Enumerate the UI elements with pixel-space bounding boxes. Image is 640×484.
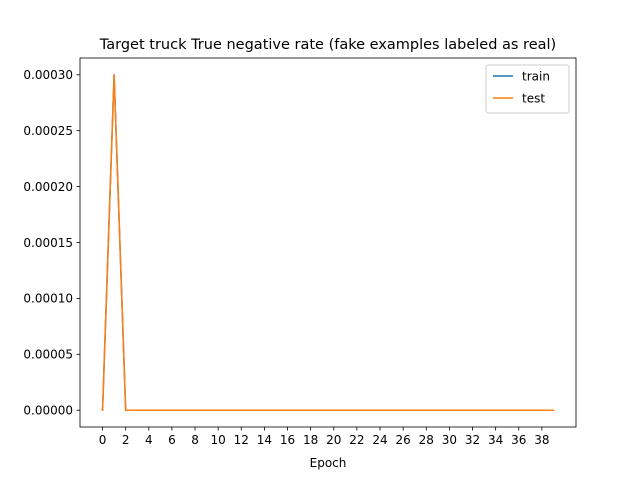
chart-title: Target truck True negative rate (fake ex… xyxy=(99,37,556,53)
y-tick-label: 0.00015 xyxy=(23,236,73,250)
y-tick-label: 0.00025 xyxy=(23,124,73,138)
y-tick-label: 0.00000 xyxy=(23,404,73,418)
legend: train test xyxy=(485,64,570,114)
y-tick-label: 0.00020 xyxy=(23,180,73,194)
x-tick-label: 14 xyxy=(257,433,272,447)
x-tick-label: 28 xyxy=(419,433,434,447)
x-tick-label: 8 xyxy=(191,433,199,447)
x-tick-label: 10 xyxy=(211,433,226,447)
legend-box xyxy=(485,64,570,114)
x-tick-label: 4 xyxy=(145,433,153,447)
y-tick-label: 0.00005 xyxy=(23,348,73,362)
x-tick-label: 38 xyxy=(534,433,549,447)
series-line-train xyxy=(101,74,555,412)
x-tick-label: 32 xyxy=(465,433,480,447)
x-tick-label: 22 xyxy=(349,433,364,447)
x-axis-label: Epoch xyxy=(310,456,347,470)
x-tick-label: 16 xyxy=(280,433,295,447)
plot-layer: 0 2 4 6 8 10 12 14 16 18 20 22 24 26 28 30 32 34 36 380.000… xyxy=(23,57,577,447)
x-tick-label: 2 xyxy=(122,433,130,447)
x-tick-label: 0 xyxy=(99,433,107,447)
x-tick-label: 20 xyxy=(326,433,341,447)
x-tick-label: 34 xyxy=(488,433,503,447)
x-tick-label: 36 xyxy=(511,433,526,447)
series-line-test xyxy=(101,74,555,412)
x-tick-label: 6 xyxy=(168,433,176,447)
x-tick-label: 30 xyxy=(442,433,457,447)
x-tick-label: 26 xyxy=(396,433,411,447)
x-tick-label: 24 xyxy=(372,433,387,447)
legend-label-train: train xyxy=(522,70,550,84)
y-tick-label: 0.00030 xyxy=(23,68,73,82)
legend-label-test: test xyxy=(522,92,545,106)
x-tick-label: 18 xyxy=(303,433,318,447)
x-tick-label: 12 xyxy=(234,433,249,447)
y-tick-label: 0.00010 xyxy=(23,292,73,306)
